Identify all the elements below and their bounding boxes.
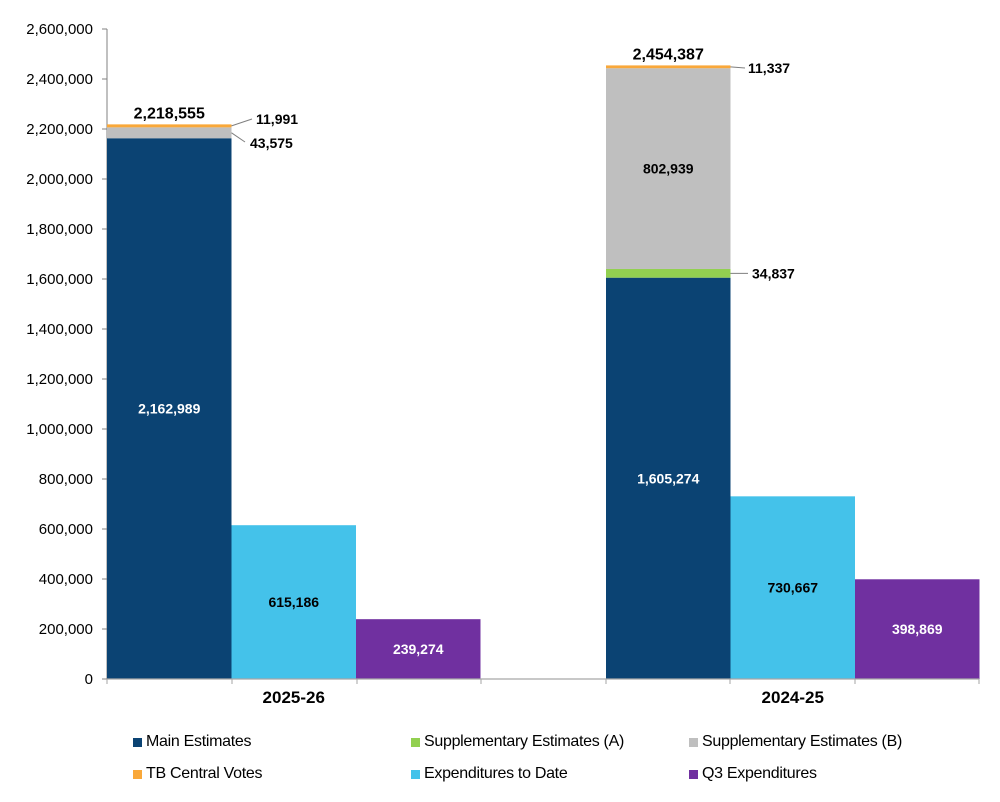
data-label-supplementary-estimates-b: 43,575	[250, 135, 293, 151]
y-tick-label: 1,000,000	[26, 421, 93, 438]
y-tick-label: 1,200,000	[26, 371, 93, 388]
data-labels: 2,162,989 615,186 239,274 2,218,555 1,605,27…	[134, 46, 943, 657]
bar-expenditures-to-date-2025-26	[231, 525, 356, 679]
data-label-tb-central-votes: 11,337	[748, 60, 790, 76]
data-label-main-estimates: 1,605,274	[637, 470, 699, 486]
data-label-supplementary-estimates-a: 34,837	[752, 265, 795, 281]
bar-supplementary-estimates-a-2024-25	[606, 268, 731, 278]
y-tick-label: 2,400,000	[26, 71, 93, 88]
bar-q3-expenditures-2025-26	[356, 619, 481, 679]
data-label-main-estimates: 2,162,989	[138, 401, 200, 417]
y-tick-label: 2,200,000	[26, 121, 93, 138]
y-tick-label: 1,400,000	[26, 321, 93, 338]
x-tick-label: 2024-25	[762, 688, 824, 707]
data-label-q3-expenditures: 239,274	[393, 641, 444, 657]
y-tick-label: 1,600,000	[26, 271, 93, 288]
bars	[107, 65, 980, 679]
bar-supplementary-estimates-b-2024-25	[606, 68, 731, 269]
x-tick-label: 2025-26	[263, 688, 325, 707]
bar-tb-central-votes-2024-25	[606, 65, 731, 69]
y-tick-label: 1,800,000	[26, 221, 93, 238]
bar-tb-central-votes-2025-26	[107, 124, 232, 128]
x-axis: 2025-26 2024-25	[106, 678, 980, 707]
leader-line	[730, 66, 746, 69]
bar-supplementary-estimates-b-2025-26	[107, 127, 232, 139]
y-tick-label: 2,600,000	[26, 21, 93, 38]
data-label-total: 2,218,555	[134, 105, 205, 122]
y-tick-label: 200,000	[39, 621, 93, 638]
bar-expenditures-to-date-2024-25	[730, 496, 855, 679]
y-tick-label: 2,000,000	[26, 171, 93, 188]
y-tick-label: 800,000	[39, 471, 93, 488]
leader-line	[231, 118, 253, 127]
data-label-total: 2,454,387	[633, 46, 704, 63]
data-label-expenditures-to-date: 615,186	[268, 594, 319, 610]
y-axis: 0 200,000 400,000 600,000 800,000 1,000,000 1,…	[26, 21, 108, 688]
y-tick-label: 0	[85, 671, 93, 688]
leader-line	[231, 132, 246, 143]
y-tick-label: 600,000	[39, 521, 93, 538]
data-label-q3-expenditures: 398,869	[892, 621, 943, 637]
data-label-supplementary-estimates-b: 802,939	[643, 161, 694, 177]
y-tick-label: 400,000	[39, 571, 93, 588]
data-label-expenditures-to-date: 730,667	[767, 580, 818, 596]
bar-main-estimates-2025-26	[107, 138, 232, 679]
data-label-tb-central-votes: 11,991	[256, 111, 298, 127]
bar-main-estimates-2024-25	[606, 277, 731, 679]
bar-q3-expenditures-2024-25	[855, 579, 980, 679]
